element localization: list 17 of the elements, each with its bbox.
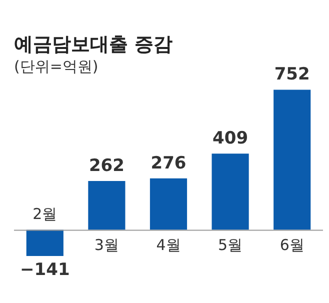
data-label: 409	[212, 128, 248, 149]
x-tick-label: 4월	[156, 236, 181, 254]
bar	[212, 154, 249, 230]
chart-subtitle: (단위=억원)	[14, 58, 98, 76]
data-label: 752	[274, 64, 310, 85]
bar	[274, 90, 311, 230]
x-tick-label: 2월	[32, 205, 58, 224]
x-tick-label: 5월	[218, 236, 243, 254]
x-tick-label: 6월	[280, 236, 304, 254]
bar	[88, 180, 126, 230]
chart-title: 예금담보대출 증감	[14, 33, 173, 56]
data-label: −141	[20, 260, 70, 280]
data-label: 262	[88, 156, 124, 176]
x-tick-label: 3월	[94, 236, 119, 254]
bar	[26, 230, 64, 256]
data-label: 276	[150, 153, 186, 174]
bar	[150, 178, 188, 230]
